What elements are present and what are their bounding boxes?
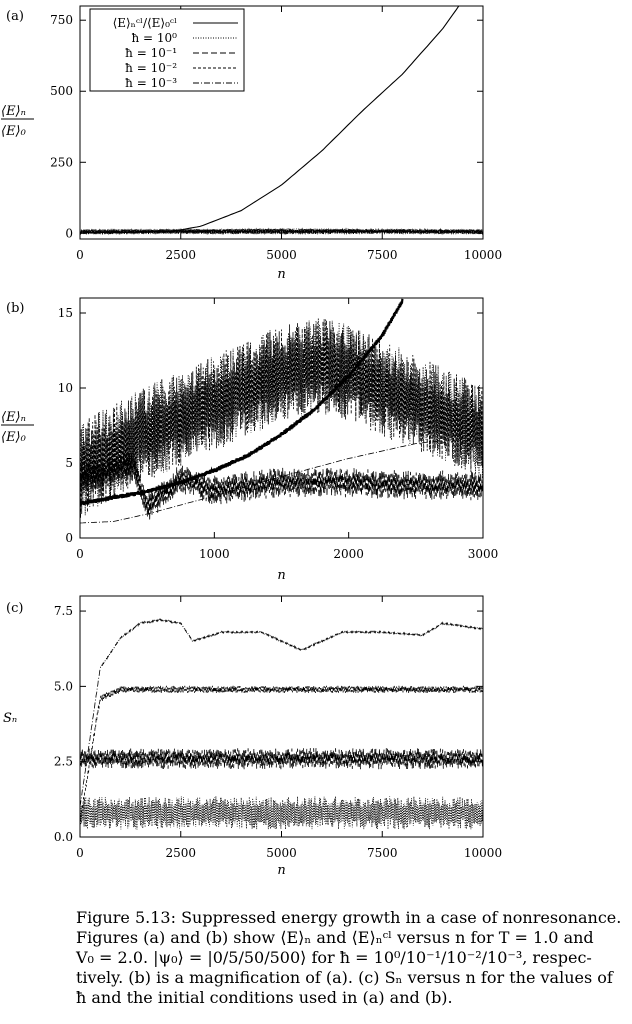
series-line-a-4 bbox=[80, 228, 483, 236]
caption-line-1: Figure 5.13: Suppressed energy growth in… bbox=[76, 908, 622, 927]
y-tick-label: 15 bbox=[58, 306, 73, 320]
x-tick-label: 0 bbox=[76, 248, 84, 262]
x-tick-label: 10000 bbox=[464, 248, 502, 262]
y-tick-label: 250 bbox=[50, 155, 73, 169]
x-axis-label: n bbox=[277, 267, 285, 282]
x-axis-label: n bbox=[277, 863, 285, 878]
series-line-b-2 bbox=[80, 453, 483, 521]
series-line-c-1 bbox=[80, 748, 483, 770]
caption-line-5: ħ and the initial conditions used in (a)… bbox=[76, 988, 453, 1007]
y-tick-label: 500 bbox=[50, 84, 73, 98]
y-tick-label: 10 bbox=[58, 381, 73, 395]
x-tick-label: 1000 bbox=[199, 547, 230, 561]
figure-canvas: 0 2500 5000 7500 100000250500750(a)n⟨E⟩ₙ⟨E⟩₀… bbox=[1, 5, 502, 878]
y-axis-label-denominator: ⟨E⟩₀ bbox=[1, 430, 27, 445]
series-line-c-0 bbox=[80, 796, 483, 830]
x-tick-label: 7500 bbox=[367, 248, 398, 262]
series-line-c-2 bbox=[80, 685, 483, 821]
caption-line-3: V₀ = 2.0. |ψ₀⟩ = |0/5/50/500⟩ for ħ = 10… bbox=[76, 948, 592, 967]
panel-label: (a) bbox=[6, 9, 24, 24]
y-axis-label-numerator: ⟨E⟩ₙ bbox=[1, 410, 26, 425]
figure-caption: Figure 5.13: Suppressed energy growth in… bbox=[76, 908, 631, 1008]
caption-line-2: Figures (a) and (b) show ⟨E⟩ₙ and ⟨E⟩ₙᶜˡ… bbox=[76, 928, 594, 947]
y-axis-label-numerator: ⟨E⟩ₙ bbox=[1, 104, 26, 119]
y-tick-label: 2.5 bbox=[54, 755, 73, 769]
series-line-c-3 bbox=[80, 618, 483, 807]
y-axis-label: Sₙ bbox=[3, 711, 17, 726]
x-tick-label: 5000 bbox=[266, 846, 297, 860]
plot-frame-b bbox=[79, 297, 484, 539]
x-axis-label: n bbox=[277, 568, 285, 583]
x-tick-label: 2500 bbox=[165, 846, 196, 860]
y-tick-label: 0 bbox=[65, 226, 73, 240]
legend-label: ħ = 10⁻³ bbox=[125, 76, 177, 90]
plot-frame-c bbox=[79, 595, 484, 838]
legend-label: ⟨E⟩ₙᶜˡ/⟨E⟩₀ᶜˡ bbox=[113, 16, 178, 30]
x-tick-label: 0 bbox=[76, 846, 84, 860]
series-line-b-3 bbox=[80, 319, 483, 519]
legend-label: ħ = 10⁰ bbox=[132, 31, 178, 45]
plot-area-c bbox=[80, 618, 483, 830]
y-tick-label: 750 bbox=[50, 13, 73, 27]
caption-line-4: tively. (b) is a magnification of (a). (… bbox=[76, 968, 613, 987]
x-tick-label: 7500 bbox=[367, 846, 398, 860]
series-line-b-4 bbox=[80, 440, 443, 524]
x-tick-label: 0 bbox=[76, 547, 84, 561]
panel-label: (c) bbox=[6, 601, 23, 616]
y-tick-label: 5 bbox=[65, 456, 73, 470]
y-tick-label: 0.0 bbox=[54, 830, 73, 844]
plot-area-b bbox=[80, 298, 483, 524]
legend-label: ħ = 10⁻¹ bbox=[125, 46, 177, 60]
panel-label: (b) bbox=[6, 301, 24, 316]
plot-area-a bbox=[80, 6, 483, 236]
y-tick-label: 0 bbox=[65, 531, 73, 545]
x-tick-label: 2000 bbox=[333, 547, 364, 561]
x-tick-label: 5000 bbox=[266, 248, 297, 262]
x-tick-label: 2500 bbox=[165, 248, 196, 262]
y-tick-label: 7.5 bbox=[54, 604, 73, 618]
x-tick-label: 10000 bbox=[464, 846, 502, 860]
legend-label: ħ = 10⁻² bbox=[125, 61, 177, 75]
x-tick-label: 3000 bbox=[468, 547, 499, 561]
y-tick-label: 5.0 bbox=[54, 679, 73, 693]
y-axis-label-denominator: ⟨E⟩₀ bbox=[1, 124, 27, 139]
